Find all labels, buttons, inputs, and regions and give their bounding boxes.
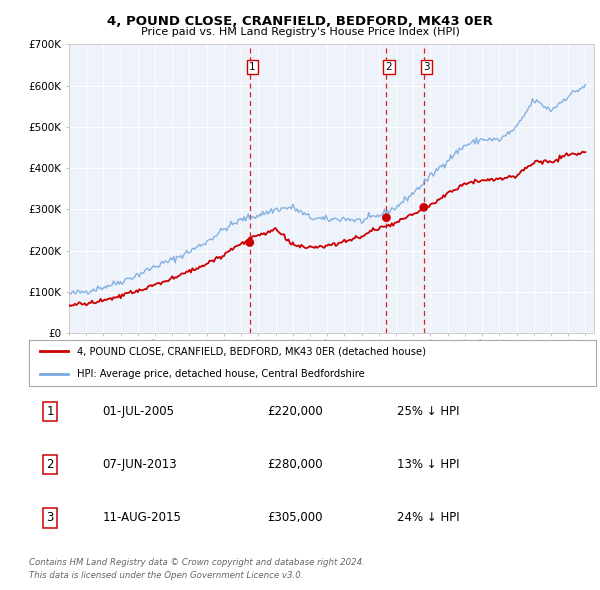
Text: 1: 1 bbox=[47, 405, 54, 418]
Point bbox=[245, 238, 254, 247]
Text: 1: 1 bbox=[249, 62, 256, 72]
Text: 25% ↓ HPI: 25% ↓ HPI bbox=[397, 405, 460, 418]
Text: This data is licensed under the Open Government Licence v3.0.: This data is licensed under the Open Gov… bbox=[29, 571, 304, 579]
Text: £220,000: £220,000 bbox=[267, 405, 323, 418]
Text: 11-AUG-2015: 11-AUG-2015 bbox=[103, 511, 181, 525]
Point bbox=[382, 213, 391, 222]
Text: 4, POUND CLOSE, CRANFIELD, BEDFORD, MK43 0ER (detached house): 4, POUND CLOSE, CRANFIELD, BEDFORD, MK43… bbox=[77, 346, 426, 356]
Text: 2: 2 bbox=[386, 62, 392, 72]
Point bbox=[419, 203, 428, 212]
Text: £280,000: £280,000 bbox=[267, 458, 323, 471]
Text: HPI: Average price, detached house, Central Bedfordshire: HPI: Average price, detached house, Cent… bbox=[77, 369, 365, 379]
Text: £305,000: £305,000 bbox=[267, 511, 322, 525]
Text: 3: 3 bbox=[423, 62, 430, 72]
Text: 07-JUN-2013: 07-JUN-2013 bbox=[103, 458, 177, 471]
Text: 4, POUND CLOSE, CRANFIELD, BEDFORD, MK43 0ER: 4, POUND CLOSE, CRANFIELD, BEDFORD, MK43… bbox=[107, 15, 493, 28]
Text: 13% ↓ HPI: 13% ↓ HPI bbox=[397, 458, 460, 471]
Text: Contains HM Land Registry data © Crown copyright and database right 2024.: Contains HM Land Registry data © Crown c… bbox=[29, 558, 365, 566]
Text: 3: 3 bbox=[47, 511, 54, 525]
Text: Price paid vs. HM Land Registry's House Price Index (HPI): Price paid vs. HM Land Registry's House … bbox=[140, 27, 460, 37]
Text: 2: 2 bbox=[47, 458, 54, 471]
Text: 24% ↓ HPI: 24% ↓ HPI bbox=[397, 511, 460, 525]
Text: 01-JUL-2005: 01-JUL-2005 bbox=[103, 405, 175, 418]
